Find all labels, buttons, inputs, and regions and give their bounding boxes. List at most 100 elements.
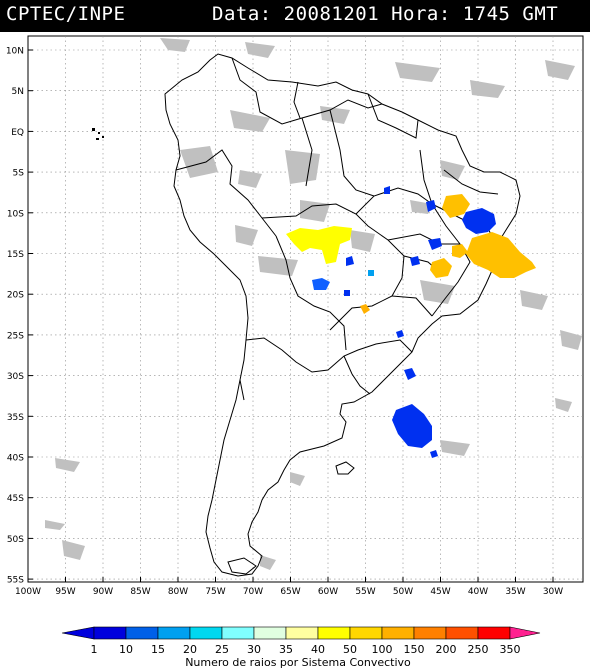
legend-swatch (285, 626, 319, 640)
lat-label: 40S (7, 454, 24, 464)
lon-label: 50W (393, 587, 413, 597)
cloud-patch (520, 290, 548, 310)
lat-lon-grid (27, 36, 583, 582)
legend-arrow-right (509, 626, 541, 640)
cloud-patch (560, 330, 582, 350)
lon-label: 45W (430, 587, 450, 597)
cloud-patch (235, 225, 258, 246)
cloud-patch (440, 160, 465, 180)
lat-label: 10N (6, 47, 24, 57)
institution-label: CPTEC/INPE (6, 3, 126, 25)
convective-system (452, 244, 468, 258)
state-border (355, 187, 433, 215)
lon-label: 95W (55, 587, 75, 597)
lon-label: 40W (468, 587, 488, 597)
convective-system (428, 238, 442, 250)
country-border (367, 93, 419, 139)
legend-tick-label: 1 (91, 643, 98, 656)
legend-swatch (349, 626, 383, 640)
lat-label: 5N (12, 87, 24, 97)
lon-label: 85W (130, 587, 150, 597)
legend-swatch (317, 626, 351, 640)
cloud-patch (555, 398, 572, 412)
country-border (245, 337, 413, 373)
cloud-patch (545, 60, 575, 80)
country-border (343, 355, 371, 395)
convective-system (344, 290, 350, 296)
convective-system (430, 450, 438, 458)
convective-system (410, 256, 420, 266)
cloud-patch (285, 150, 320, 184)
convective-systems (286, 186, 536, 458)
convective-system (426, 200, 436, 212)
lat-label: 5S (13, 169, 25, 179)
lat-label: 55S (7, 576, 24, 586)
cloud-patch (420, 280, 455, 304)
legend-tick-label: 30 (247, 643, 261, 656)
convective-system (462, 208, 496, 234)
lat-label: 10S (7, 209, 24, 219)
legend-swatch (413, 626, 447, 640)
legend-swatch (253, 626, 287, 640)
legend-swatch (381, 626, 415, 640)
state-border (329, 109, 375, 197)
lat-label: EQ (11, 128, 24, 138)
cloud-patch (245, 42, 275, 58)
legend-tick-label: 100 (372, 643, 393, 656)
legend-tick-label: 35 (279, 643, 293, 656)
legend-colorbar (61, 626, 541, 640)
country-border (261, 203, 405, 331)
state-border (387, 233, 460, 245)
cloud-patch (290, 472, 305, 486)
lon-label: 30W (543, 587, 563, 597)
lat-label: 15S (7, 250, 24, 260)
legend-swatch (189, 626, 223, 640)
cloud-patch (260, 555, 276, 570)
lon-label: 60W (318, 587, 338, 597)
lon-label: 35W (505, 587, 525, 597)
cloud-patch (62, 540, 85, 560)
convective-system (346, 256, 354, 266)
legend-swatch (221, 626, 255, 640)
galapagos-islands (92, 128, 104, 140)
datetime-label: Data: 20081201 Hora: 1745 GMT (212, 3, 559, 25)
country-border (239, 379, 245, 401)
country-border (231, 57, 383, 125)
legend-swatch (157, 626, 191, 640)
legend-tick-label: 50 (343, 643, 357, 656)
cloud-patch (45, 520, 65, 530)
coastline (164, 53, 521, 577)
convective-system (392, 404, 432, 448)
legend-tick-label: 40 (311, 643, 325, 656)
convective-system (396, 330, 404, 338)
convective-system (286, 226, 352, 264)
lon-label: 70W (243, 587, 263, 597)
lon-label: 55W (355, 587, 375, 597)
legend-tick-label: 15 (151, 643, 165, 656)
cloud-patch (350, 230, 375, 252)
convective-system (368, 270, 374, 276)
legend-tick-label: 200 (436, 643, 457, 656)
cloud-cover (45, 38, 582, 570)
lat-label: 45S (7, 494, 24, 504)
convective-system (404, 368, 416, 380)
map-canvas: 10N5NEQ5S10S15S20S25S30S35S40S45S50S55S … (6, 35, 584, 597)
latitude-labels: 10N 5N EQ 5S 10S 15S 20S 25S 30S 35S 40S 45S 50S 55S (6, 47, 24, 586)
country-border (293, 81, 301, 119)
cloud-patch (395, 62, 440, 82)
cloud-patch (470, 80, 505, 98)
legend-tick-label: 350 (500, 643, 521, 656)
lon-label: 90W (93, 587, 113, 597)
convective-system (312, 278, 330, 290)
longitude-labels: 100W 95W 90W 85W 80W 75W 70W 65W 60W 55W 50W 45W 40W… (15, 587, 563, 597)
map-frame (27, 35, 584, 583)
country-border (275, 235, 347, 351)
lat-label: 50S (7, 535, 24, 545)
convective-system (442, 194, 470, 218)
convective-system (466, 232, 536, 278)
cloud-patch (55, 458, 80, 472)
lon-label: 65W (280, 587, 300, 597)
state-border (443, 169, 499, 195)
cloud-patch (230, 110, 270, 132)
island-tierra-del-fuego (227, 557, 257, 575)
